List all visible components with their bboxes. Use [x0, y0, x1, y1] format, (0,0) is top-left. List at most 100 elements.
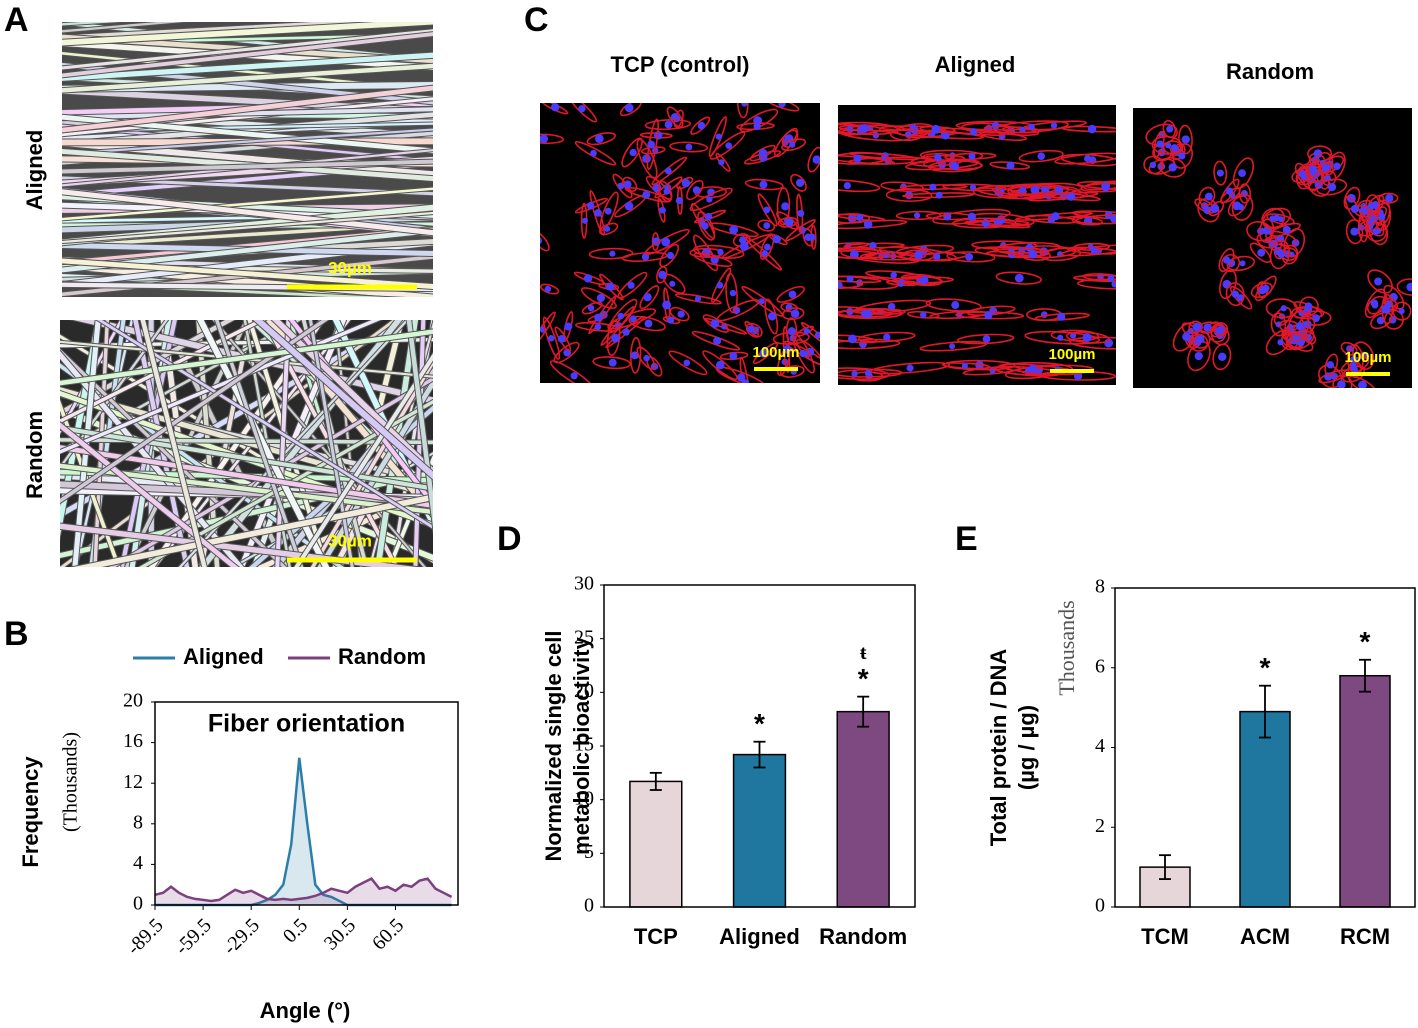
fiber — [62, 211, 433, 244]
fiber — [60, 350, 244, 567]
fiber — [161, 320, 289, 567]
cell-nucleus — [982, 335, 991, 343]
cell-actin — [644, 119, 692, 131]
cell-actin — [1254, 275, 1277, 302]
cell-nucleus — [1181, 135, 1190, 144]
column-title: Random — [1226, 59, 1314, 84]
cell-nucleus — [701, 222, 709, 230]
row-label: Aligned — [22, 130, 47, 211]
cell-nucleus — [940, 130, 950, 140]
cell-nucleus — [883, 333, 891, 341]
cell-actin — [1225, 282, 1245, 307]
cell-actin — [1345, 219, 1364, 245]
fiber — [199, 320, 253, 567]
cell-nucleus — [781, 202, 790, 211]
cell-nucleus — [1398, 308, 1405, 315]
cell-nucleus — [869, 241, 877, 250]
cell-nucleus — [669, 280, 676, 287]
fiber — [62, 29, 433, 70]
cell-nucleus — [859, 124, 869, 133]
cell-nucleus — [590, 149, 597, 157]
cell-nucleus — [989, 367, 996, 374]
cell-actin — [542, 316, 561, 360]
cell-actin — [1266, 213, 1295, 226]
cell-actin — [1365, 221, 1388, 242]
cell-actin — [1213, 322, 1229, 336]
cell-actin — [838, 152, 889, 165]
x-tick-label: ACM — [1240, 924, 1290, 949]
cell-nucleus — [951, 162, 960, 171]
cell-nucleus — [1070, 332, 1077, 339]
y-tick-label: 0 — [1095, 895, 1105, 917]
cell-nucleus — [1166, 125, 1174, 133]
cell-nucleus — [1203, 323, 1212, 332]
cell-actin — [992, 120, 1069, 134]
cell-actin — [962, 365, 1021, 376]
cell-actin — [1304, 158, 1320, 179]
cell-nucleus — [935, 191, 943, 199]
cell-actin — [1319, 161, 1334, 176]
cell-nucleus — [920, 275, 929, 285]
cell-nucleus — [913, 212, 921, 219]
cell-nucleus — [627, 281, 635, 289]
cell-nucleus — [739, 236, 747, 244]
cell-nucleus — [864, 309, 873, 318]
legend-label: Random — [338, 644, 426, 669]
cell-nucleus — [704, 212, 713, 221]
cell-actin — [838, 246, 879, 259]
cell-nucleus — [1084, 155, 1091, 162]
cell-nucleus — [1170, 144, 1179, 152]
cell-nucleus — [624, 201, 634, 211]
cell-nucleus — [1282, 225, 1291, 234]
scale-bar-label: 30µm — [328, 531, 372, 550]
cell-nucleus — [1111, 280, 1116, 288]
cell-nucleus — [808, 233, 816, 241]
x-tick-label: -59.5 — [171, 914, 216, 959]
fiber — [62, 22, 184, 33]
cell-nucleus — [707, 188, 715, 197]
cell-actin — [838, 338, 901, 350]
cell-nucleus — [1110, 215, 1116, 223]
cell-nucleus — [587, 304, 595, 312]
cell-actin — [693, 252, 733, 267]
cell-nucleus — [1273, 214, 1281, 222]
cell-nucleus — [717, 248, 724, 256]
cell-actin — [1392, 301, 1412, 321]
x-tick-label: Aligned — [719, 924, 800, 949]
cell-actin — [659, 243, 680, 268]
cell-actin — [1226, 255, 1256, 272]
cell-nucleus — [583, 274, 593, 283]
cell-nucleus — [578, 104, 586, 113]
cell-actin — [599, 191, 619, 231]
y-tick-label: 12 — [123, 771, 143, 793]
fiber — [160, 320, 199, 567]
cell-actin — [925, 298, 982, 312]
sem-image — [60, 320, 433, 567]
cell-actin — [1188, 320, 1203, 334]
cell-actin — [1249, 242, 1272, 264]
cell-actin — [838, 367, 890, 380]
cell-nucleus — [984, 311, 993, 320]
fiber — [62, 22, 433, 46]
cell-nucleus — [795, 178, 805, 187]
fiber — [60, 320, 381, 454]
fiber — [73, 320, 433, 404]
cell-nucleus — [1210, 204, 1220, 213]
cell-nucleus — [1376, 316, 1385, 325]
cell-nucleus — [617, 312, 625, 320]
cell-nucleus — [644, 319, 653, 328]
scale-bar-label: 100µm — [1048, 346, 1095, 363]
cell-actin — [636, 346, 656, 370]
cell-nucleus — [931, 124, 941, 134]
y-tick-label: 30 — [574, 573, 594, 595]
cell-actin — [1284, 332, 1314, 352]
cell-nucleus — [763, 206, 771, 214]
cell-actin — [1396, 278, 1412, 296]
cell-nucleus — [643, 354, 650, 362]
fiber — [73, 494, 433, 567]
cell-actin — [1262, 207, 1291, 229]
cell-nucleus — [663, 188, 670, 195]
cell-actin — [1018, 149, 1064, 163]
cell-nucleus — [1165, 142, 1172, 149]
cell-nucleus — [629, 315, 637, 323]
